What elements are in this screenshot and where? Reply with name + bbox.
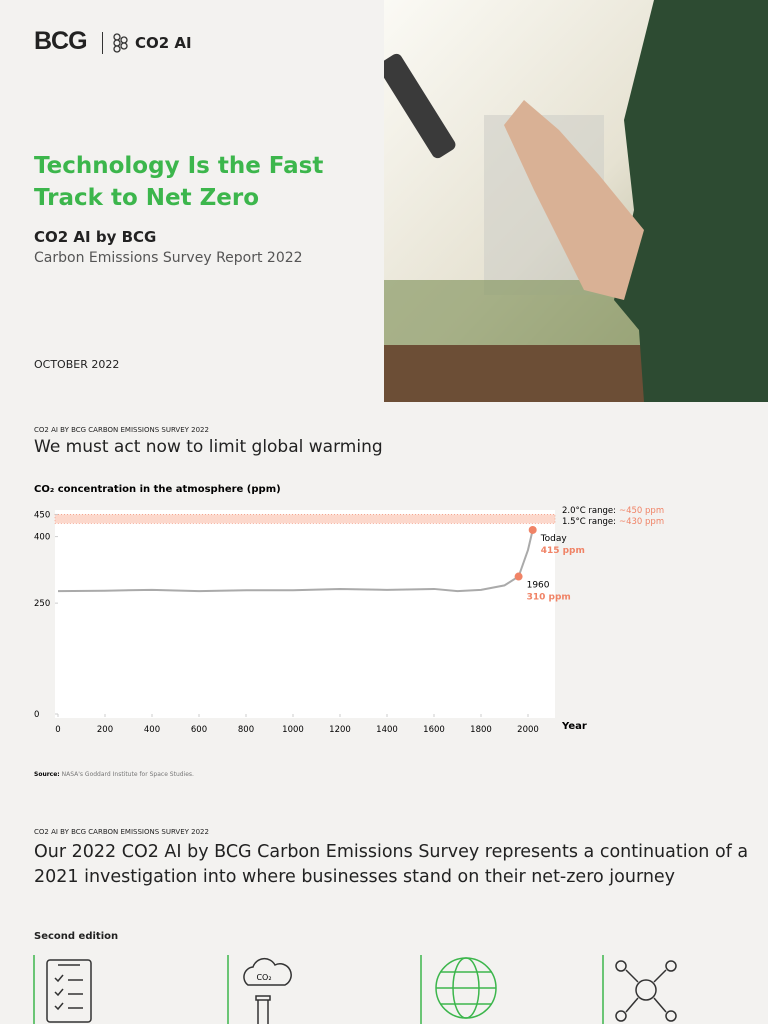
section-heading: We must act now to limit global warming <box>34 437 383 457</box>
cover-title: Technology Is the Fast Track to Net Zero <box>34 153 324 211</box>
x-tick-label: 400 <box>144 725 160 735</box>
cover-report: Carbon Emissions Survey Report 2022 <box>34 250 303 266</box>
icons: CO₂ <box>33 955 677 1024</box>
highlight-point <box>528 525 537 534</box>
band-label: 2.0°C range: ~450 ppm <box>562 506 664 516</box>
x-tick-label: 600 <box>191 725 207 735</box>
x-tick-label: 800 <box>238 725 254 735</box>
x-axis-label: Year <box>561 721 587 732</box>
x-tick-label: 0 <box>55 725 60 735</box>
chart-title: CO₂ concentration in the atmosphere (ppm… <box>34 484 281 495</box>
co2ai-icon <box>113 33 128 53</box>
x-tick-label: 1400 <box>376 725 398 735</box>
x-tick-label: 1800 <box>470 725 492 735</box>
plot-area <box>55 510 555 718</box>
section-heading: Our 2022 CO2 AI by BCG Carbon Emissions … <box>34 842 749 887</box>
x-tick-label: 1200 <box>329 725 351 735</box>
value-label: 310 ppm <box>527 593 571 603</box>
y-tick-label: 400 <box>34 533 50 543</box>
value-label: 415 ppm <box>541 546 585 556</box>
divider <box>102 32 103 54</box>
cover-photo <box>384 0 768 402</box>
section-label: CO2 AI BY BCG CARBON EMISSIONS SURVEY 20… <box>34 426 209 434</box>
x-tick-label: 200 <box>97 725 113 735</box>
y-tick-label: 0 <box>34 710 39 720</box>
cover-subtitle: CO2 AI by BCG <box>34 228 157 246</box>
y-tick-label: 450 <box>34 510 50 520</box>
band-value: ~450 ppm <box>619 506 664 516</box>
source: Source: NASA's Goddard Institute for Spa… <box>34 771 194 778</box>
x-tick-label: 1600 <box>423 725 445 735</box>
target-band <box>54 514 556 524</box>
annotation: 1960 <box>527 581 550 591</box>
y-tick-label: 250 <box>34 599 50 609</box>
source-text: NASA's Goddard Institute for Space Studi… <box>62 771 194 778</box>
band-label-text: 1.5°C range: <box>562 517 616 527</box>
chart: CO₂ concentration in the atmosphere (ppm… <box>34 484 664 778</box>
section-label: CO2 AI BY BCG CARBON EMISSIONS SURVEY 20… <box>34 828 209 836</box>
x-tick-label: 1000 <box>282 725 304 735</box>
co2-line <box>57 529 534 593</box>
edition: Second edition <box>34 931 119 942</box>
cover-date: OCTOBER 2022 <box>34 358 120 371</box>
annotation: Today <box>540 534 568 544</box>
highlight-point <box>514 572 523 581</box>
band-label-text: 2.0°C range: <box>562 506 616 516</box>
band-label: 1.5°C range: ~430 ppm <box>562 517 664 527</box>
band-value: ~430 ppm <box>619 517 664 527</box>
icon-label: CO₂ <box>256 973 271 982</box>
partner: CO2 AI <box>135 34 192 52</box>
x-tick-label: 2000 <box>517 725 539 735</box>
source-label: Source: <box>34 771 60 778</box>
logo: BCG <box>34 27 88 55</box>
